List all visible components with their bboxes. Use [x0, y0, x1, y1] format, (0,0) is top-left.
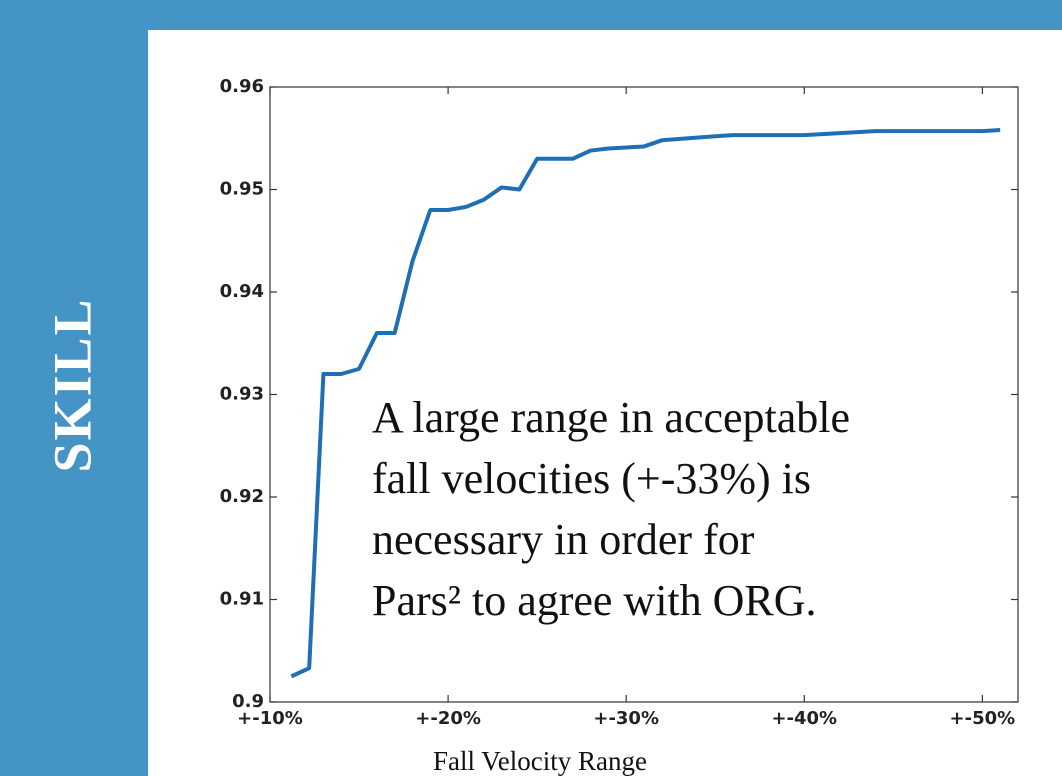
- y-tick-label: 0.92: [220, 486, 264, 507]
- annotation: Pars² to agree with ORG.: [372, 576, 817, 625]
- x-tick-label: +-30%: [593, 708, 659, 729]
- series-line: [290, 128, 1001, 679]
- y-tick-label: 0.94: [220, 281, 264, 302]
- y-tick-label: 0.9: [232, 691, 264, 712]
- y-tick-label: 0.91: [220, 589, 264, 610]
- annotation: A large range in acceptable: [372, 393, 850, 442]
- x-tick-label: +-10%: [237, 708, 303, 729]
- x-tick-label: +-50%: [950, 708, 1016, 729]
- annotation: fall velocities (+-33%) is: [372, 454, 811, 503]
- x-tick-label: +-40%: [771, 708, 837, 729]
- x-axis-label: Fall Velocity Range: [433, 746, 647, 776]
- y-tick-label: 0.95: [220, 179, 264, 200]
- y-tick-label: 0.96: [220, 76, 264, 97]
- y-tick-label: 0.93: [220, 384, 264, 405]
- annotation: necessary in order for: [372, 515, 755, 564]
- x-tick-label: +-20%: [415, 708, 481, 729]
- panel: [148, 30, 1062, 776]
- y-axis-label: SKILL: [42, 297, 102, 472]
